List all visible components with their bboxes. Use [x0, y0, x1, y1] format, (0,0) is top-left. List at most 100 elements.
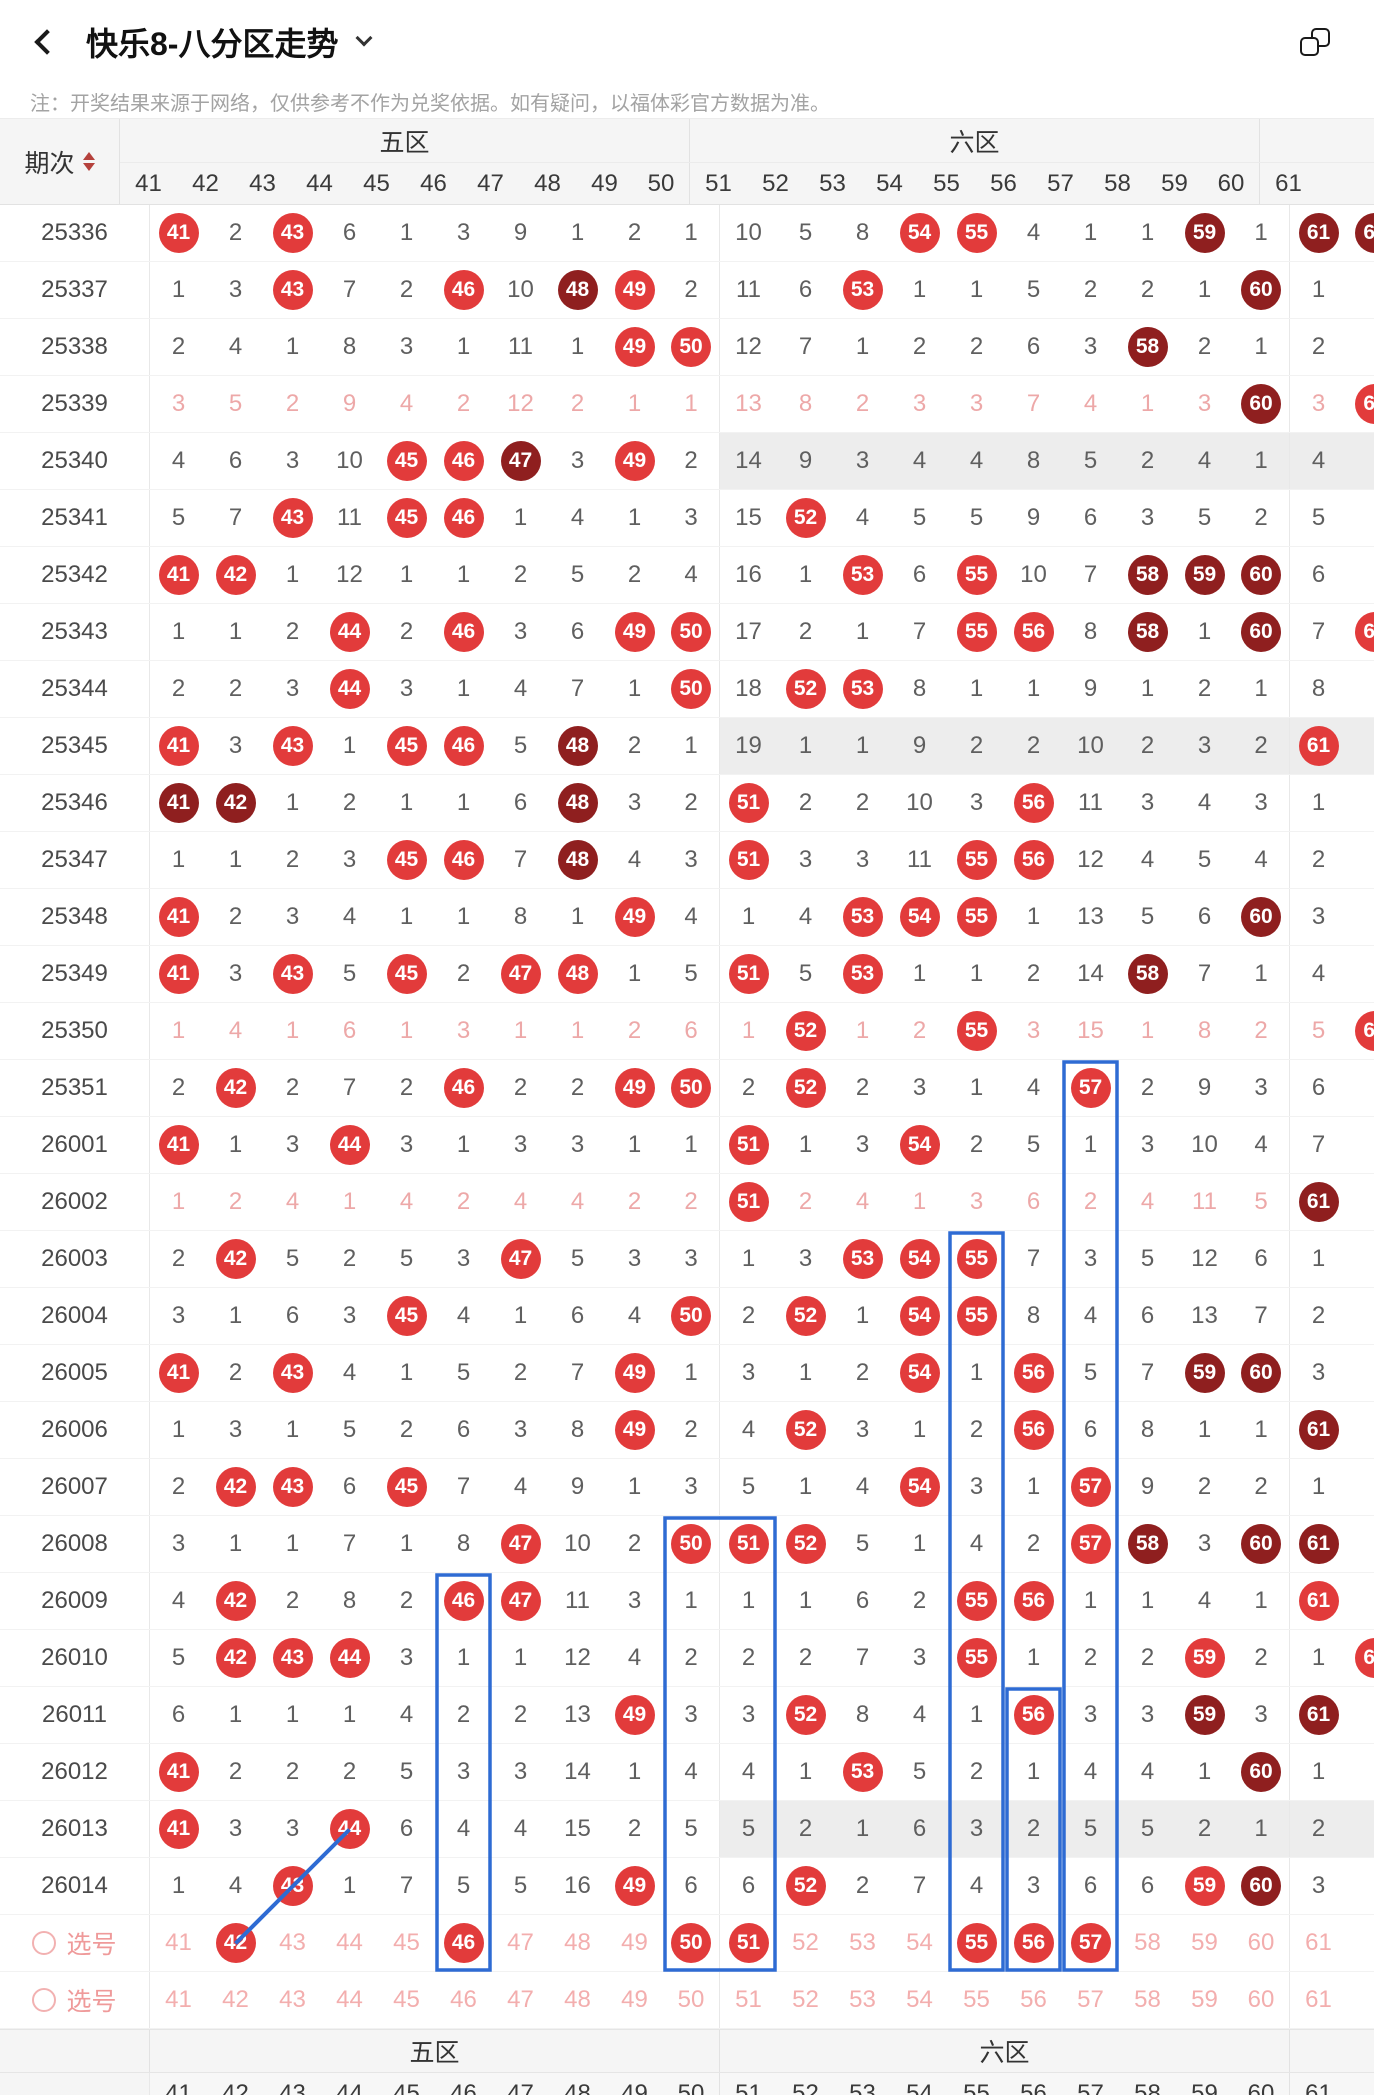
period-cell[interactable]: 选号: [0, 1915, 150, 1971]
trend-cell: 12: [336, 561, 363, 588]
trend-cell: 2: [912, 1587, 927, 1614]
select-circle-icon[interactable]: [32, 1988, 57, 2012]
trend-cell: 3: [969, 390, 984, 417]
trend-cell: 3: [1197, 390, 1212, 417]
trend-cell: 10: [336, 447, 363, 474]
trend-cell: 60: [1233, 262, 1290, 318]
hit-number-circle: 55: [956, 1581, 997, 1621]
select-circle-icon[interactable]: [32, 1931, 57, 1955]
selectable-number-cell[interactable]: 61: [1305, 1986, 1332, 2013]
column-header-41: 41: [165, 2080, 192, 2095]
selectable-number-cell[interactable]: 44: [336, 1929, 363, 1956]
selectable-number-cell[interactable]: 41: [165, 1986, 192, 2013]
selectable-number-cell[interactable]: 61: [1305, 1929, 1332, 1956]
trend-cell: 2: [285, 1074, 300, 1101]
hit-number-circle[interactable]: 50: [671, 1923, 711, 1963]
column-header-47: 47: [507, 2080, 534, 2095]
selectable-number-cell[interactable]: 60: [1233, 1972, 1290, 2028]
selectable-number-cell[interactable]: 54: [906, 1929, 933, 1956]
hit-number-circle[interactable]: 55: [956, 1923, 997, 1963]
hit-number-circle: 41: [158, 1809, 199, 1849]
trend-cell: 59: [1176, 1630, 1233, 1686]
trend-cell: 1: [171, 618, 186, 645]
trend-cell: 14: [564, 1758, 591, 1785]
selectable-number-cell[interactable]: 43: [279, 1986, 306, 2013]
selectable-number-cell[interactable]: 49: [621, 1986, 648, 2013]
selectable-number-cell[interactable]: 57: [1077, 1986, 1104, 2013]
hit-number-circle: 58: [1127, 1524, 1168, 1564]
sort-icon[interactable]: [82, 152, 95, 171]
selectable-number-cell[interactable]: 44: [336, 1986, 363, 2013]
trend-cell: 8: [1083, 618, 1098, 645]
selectable-number-cell[interactable]: 42: [222, 1986, 249, 2013]
selectable-number-cell[interactable]: 52: [792, 1986, 819, 2013]
selectable-number-cell[interactable]: 52: [792, 1929, 819, 1956]
trend-cell: 4: [1083, 390, 1098, 417]
hit-number-circle: 41: [158, 213, 199, 253]
selectable-number-cell[interactable]: 42: [207, 1915, 264, 1971]
selectable-number-cell[interactable]: 46: [450, 1986, 477, 2013]
selectable-number-cell[interactable]: 51: [720, 1915, 777, 1971]
selectable-number-cell[interactable]: 55: [948, 1915, 1005, 1971]
hit-number-circle[interactable]: 42: [215, 1923, 256, 1963]
hit-number-circle[interactable]: 46: [443, 1923, 484, 1963]
selectable-number-cell[interactable]: 47: [507, 1929, 534, 1956]
selectable-number-cell[interactable]: 47: [507, 1986, 534, 2013]
selectable-number-cell[interactable]: 60: [1233, 1915, 1290, 1971]
trend-cell: 4: [627, 1302, 642, 1329]
selectable-number-cell[interactable]: 54: [906, 1986, 933, 2013]
column-header-56: 56: [990, 169, 1017, 197]
selectable-number-cell[interactable]: 48: [564, 1986, 591, 2013]
selectable-number-cell[interactable]: 45: [393, 1986, 420, 2013]
selectable-number-cell[interactable]: 55: [963, 1986, 990, 2013]
chevron-down-icon[interactable]: [355, 29, 373, 47]
period-cell[interactable]: 选号: [0, 1972, 150, 2028]
trend-cell: 59: [1176, 205, 1233, 261]
period-header[interactable]: 期次: [0, 119, 120, 205]
hit-number-circle: 55: [956, 612, 997, 652]
selectable-number-cell[interactable]: 58: [1134, 1986, 1161, 2013]
hit-number-circle: 57: [1070, 1467, 1111, 1507]
trend-cell: 1: [1311, 1758, 1326, 1785]
trend-cell: 45: [378, 718, 435, 774]
trend-cell: 2: [1083, 276, 1098, 303]
hit-number-circle[interactable]: 51: [728, 1923, 769, 1963]
selectable-number-cell[interactable]: 59: [1191, 1986, 1218, 2013]
selectable-number-cell[interactable]: 53: [849, 1986, 876, 2013]
dual-panel-icon[interactable]: [1300, 28, 1330, 56]
selectable-number-cell[interactable]: 50: [663, 1972, 720, 2028]
selection-row: 选号 41 42 43 44 45 46 47 48 49 50 51 52 53 54 55 56 57 58 59…: [0, 1915, 1374, 1972]
selectable-number-cell[interactable]: 58: [1134, 1929, 1161, 1956]
column-62-clipped-cell: [1347, 433, 1374, 489]
trend-cell: 42: [207, 1459, 264, 1515]
selectable-number-cell[interactable]: 51: [735, 1986, 762, 2013]
trend-cell: 14: [1077, 960, 1104, 987]
trend-cell: 1: [456, 1131, 471, 1158]
column-62-clipped-cell: [1347, 1117, 1374, 1173]
selectable-number-cell[interactable]: 50: [663, 1915, 720, 1971]
selectable-number-cell[interactable]: 41: [165, 1929, 192, 1956]
trend-cell: 45: [378, 1288, 435, 1344]
trend-cell: 2: [627, 561, 642, 588]
hit-number-circle: 51: [728, 1524, 769, 1564]
selectable-number-cell[interactable]: 43: [279, 1929, 306, 1956]
trend-cell: 3: [912, 390, 927, 417]
selectable-number-cell[interactable]: 57: [1062, 1915, 1119, 1971]
trend-cell: 60: [1233, 889, 1290, 945]
back-icon[interactable]: [34, 29, 60, 55]
trend-cell: 2: [171, 1473, 186, 1500]
trend-row: 25342 41 42 1 12 1 1 2 5 2 4 16 1 53 6 55 10 7 58 59 60 6: [0, 547, 1374, 604]
selectable-number-cell[interactable]: 45: [393, 1929, 420, 1956]
trend-cell: 47: [492, 1573, 549, 1629]
selectable-number-cell[interactable]: 53: [849, 1929, 876, 1956]
selectable-number-cell[interactable]: 56: [1020, 1986, 1047, 2013]
selectable-number-cell[interactable]: 59: [1191, 1929, 1218, 1956]
selectable-number-cell[interactable]: 56: [1005, 1915, 1062, 1971]
selectable-number-cell[interactable]: 49: [621, 1929, 648, 1956]
hit-number-circle[interactable]: 57: [1070, 1923, 1111, 1963]
selectable-number-cell[interactable]: 46: [435, 1915, 492, 1971]
trend-cell: 51: [720, 832, 777, 888]
trend-cell: 59: [1176, 547, 1233, 603]
selectable-number-cell[interactable]: 48: [564, 1929, 591, 1956]
hit-number-circle[interactable]: 56: [1013, 1923, 1054, 1963]
